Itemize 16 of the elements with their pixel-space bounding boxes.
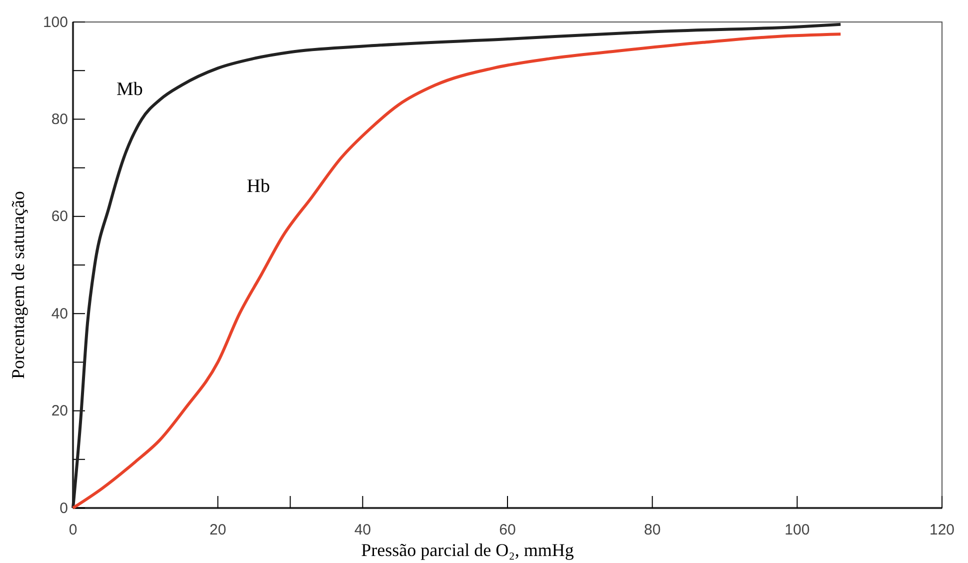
y-axis-title: Porcentagem de saturação [8, 191, 28, 379]
series-label: Mb [116, 78, 143, 100]
x-axis-title: Pressão parcial de O₂, mmHg [361, 540, 574, 560]
x-tick-label: 80 [644, 522, 661, 539]
y-tick-label: 60 [51, 208, 68, 226]
y-tick-label: 40 [51, 305, 68, 322]
x-tick-label: 100 [784, 522, 810, 539]
x-tick-label: 120 [929, 522, 955, 539]
x-tick-label: 20 [209, 522, 226, 539]
y-tick-label: 100 [42, 14, 68, 31]
y-tick-label: 80 [51, 111, 68, 128]
y-tick-label: 20 [51, 402, 68, 420]
series-label: Hb [246, 176, 270, 198]
x-tick-label: 40 [354, 522, 372, 539]
y-tick-label: 0 [60, 500, 68, 517]
x-tick-label: 60 [499, 522, 516, 539]
